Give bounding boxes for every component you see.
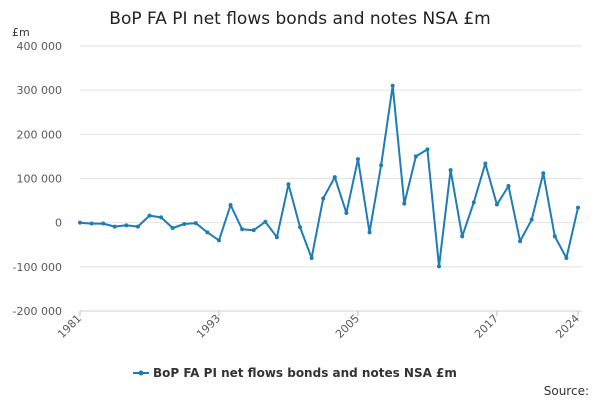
data-point [240, 227, 245, 232]
data-point [379, 163, 384, 168]
data-point [205, 230, 210, 235]
data-point [413, 154, 418, 159]
y-tick-label: 100 000 [17, 173, 63, 186]
data-point [564, 256, 569, 260]
data-point [576, 205, 580, 210]
x-tick-label: 2005 [333, 312, 362, 341]
data-point [286, 182, 291, 187]
data-point [101, 221, 106, 226]
y-tick-label: 0 [55, 217, 62, 230]
y-tick-label: 300 000 [17, 84, 63, 97]
data-point [471, 200, 476, 205]
data-point [506, 184, 511, 189]
data-point [112, 224, 117, 229]
data-point [402, 201, 407, 206]
data-point [147, 213, 152, 218]
data-point [78, 220, 82, 225]
source-label: Source: [544, 384, 589, 398]
data-point [355, 157, 360, 162]
grid-lines [80, 45, 582, 312]
legend-marker-icon [138, 370, 144, 376]
y-tick-label: 400 000 [17, 40, 63, 53]
data-point [437, 264, 442, 269]
data-point [228, 203, 233, 207]
x-tick-label: 2024 [553, 312, 582, 341]
data-point [193, 221, 198, 226]
data-point [159, 215, 164, 220]
data-point [448, 168, 453, 173]
data-point [216, 238, 221, 243]
x-axis: 1981 1993 2005 2017 2024 [55, 310, 582, 341]
data-point [541, 171, 546, 176]
data-point [251, 228, 256, 233]
legend: BoP FA PI net flows bonds and notes NSA … [133, 366, 457, 380]
data-point [124, 223, 129, 228]
data-point [89, 221, 94, 226]
data-point [367, 230, 372, 235]
data-point [552, 234, 557, 239]
y-tick-label: -100 000 [13, 261, 62, 274]
x-tick-label: 2017 [472, 312, 501, 341]
data-point [494, 202, 499, 207]
x-tick-label: 1993 [194, 312, 223, 341]
data-point [518, 239, 523, 244]
y-axis-ticks: 400 000 300 000 200 000 100 000 0 -100 000 -20… [13, 40, 62, 318]
data-point [425, 147, 430, 152]
y-tick-label: -200 000 [13, 305, 62, 318]
data-point [332, 175, 337, 180]
data-point [309, 256, 314, 260]
series-plot-area [78, 83, 580, 269]
data-point [263, 219, 268, 224]
data-point [390, 83, 395, 88]
data-point [529, 217, 534, 222]
data-point [298, 225, 303, 230]
data-point [344, 210, 349, 215]
data-point [170, 225, 175, 230]
chart-title: BoP FA PI net flows bonds and notes NSA … [109, 9, 490, 29]
data-point [182, 221, 187, 226]
data-point [135, 224, 140, 229]
data-point [321, 196, 326, 201]
data-point [460, 234, 465, 239]
series-line [79, 84, 579, 268]
y-axis-unit: £m [12, 26, 30, 39]
y-tick-label: 200 000 [17, 128, 63, 141]
legend-label: BoP FA PI net flows bonds and notes NSA … [153, 366, 457, 380]
data-point [483, 161, 488, 166]
data-point [274, 235, 279, 240]
